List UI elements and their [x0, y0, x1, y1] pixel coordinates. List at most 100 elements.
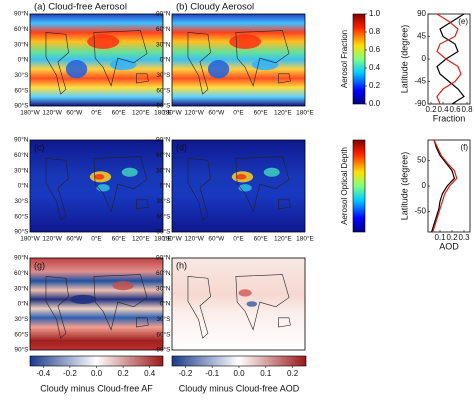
map-y-label: 30°S: [14, 315, 29, 323]
coastline: [45, 30, 149, 95]
map-x-label: 120°W: [42, 235, 62, 243]
map-y-label: 60°S: [14, 86, 29, 94]
map-x-label: 180°W: [162, 109, 182, 117]
coastline: [187, 30, 291, 95]
colorbar-tick-label: 0.0: [369, 99, 381, 108]
panel-title: (h): [176, 260, 187, 270]
map-y-label: 30°S: [156, 315, 171, 323]
x-tick-label: 0.3: [458, 233, 470, 242]
colorbar-tick-label: 0.0: [91, 369, 103, 378]
map-feature: [109, 59, 137, 71]
map-y-label: 60°S: [14, 330, 29, 338]
map-x-label: 60°E: [254, 235, 269, 243]
colorbar-tick-label: -0.2: [179, 369, 193, 378]
map-y-label: 60°N: [156, 151, 171, 159]
panel-title: (b) Cloudy Aerosol: [176, 2, 254, 13]
profile-line: [436, 13, 462, 105]
map-y-label: 0°N: [160, 56, 171, 64]
map-y-label: 30°N: [156, 166, 171, 174]
map-y-label: 90°N: [156, 254, 171, 262]
map-x-label: 0°E: [91, 109, 102, 117]
map-y-label: 60°S: [156, 330, 171, 338]
map-y-label: 60°N: [14, 25, 29, 33]
panel-title: (a) Cloud-free Aerosol: [34, 2, 127, 13]
map-x-label: 180°E: [296, 109, 314, 117]
map-feature: [93, 174, 105, 180]
map-x-label: 180°W: [162, 235, 182, 243]
map-y-label: 0°N: [160, 182, 171, 190]
map-y-label: 60°N: [156, 269, 171, 277]
map-feature: [251, 59, 279, 71]
map-x-label: 0°E: [91, 235, 102, 243]
map-y-label: 60°S: [156, 86, 171, 94]
map-y-label: 30°N: [14, 284, 29, 292]
map-x-label: 120°E: [274, 235, 292, 243]
map-frame: [29, 257, 164, 351]
map-frame: [171, 139, 306, 233]
y-tick-label: 0: [422, 54, 427, 63]
map-feature: [207, 59, 230, 79]
map-y-label: 0°N: [18, 56, 29, 64]
panel-title: (e): [458, 17, 468, 26]
y-axis-label: Latitude (degree): [399, 152, 409, 221]
map-x-label: 60°W: [66, 235, 83, 243]
map-y-label: 60°N: [14, 269, 29, 277]
x-tick-label: 0.4: [437, 105, 449, 114]
map-x-label: 180°E: [154, 235, 172, 243]
map-feature: [112, 281, 134, 291]
colorbar-label: Aerosol Optical Depth: [340, 147, 349, 225]
map-x-label: 120°E: [132, 235, 150, 243]
map-y-label: 30°S: [156, 197, 171, 205]
x-axis-label: Fraction: [433, 113, 466, 123]
panel-title: (d): [176, 142, 187, 152]
map-feature: [69, 294, 97, 304]
colorbar-tick-label: 0.4: [369, 63, 381, 72]
map-frame: [29, 139, 164, 233]
map-x-label: 180°W: [20, 235, 40, 243]
y-tick-label: -90: [414, 99, 426, 108]
map-feature: [246, 301, 258, 307]
x-tick-label: 0.1: [434, 233, 446, 242]
colorbar-label: Aerosol Fraction: [340, 30, 349, 88]
map-y-label: 30°N: [156, 40, 171, 48]
profile-line: [431, 139, 456, 233]
y-tick-label: -45: [414, 77, 426, 86]
map-y-label: 30°S: [156, 71, 171, 79]
y-tick-label: 90: [417, 9, 426, 18]
colorbar: [29, 355, 164, 367]
map-x-label: 180°W: [20, 109, 40, 117]
map-y-label: 90°N: [156, 10, 171, 18]
colorbar-tick-label: 1.0: [369, 9, 381, 18]
map-frame: [171, 13, 306, 107]
map-x-label: 120°W: [42, 109, 62, 117]
map-feature: [65, 59, 88, 79]
map-x-label: 0°E: [233, 109, 244, 117]
map-y-label: 90°N: [14, 136, 29, 144]
colorbar: [352, 139, 366, 233]
colorbar-tick-label: 0.8: [369, 27, 381, 36]
map-y-label: 30°N: [14, 40, 29, 48]
map-feature: [87, 34, 120, 49]
map-x-label: 120°W: [184, 235, 204, 243]
panel-title: (g): [34, 260, 45, 270]
x-axis-label: AOD: [439, 241, 459, 251]
map-frame: [171, 257, 306, 351]
map-y-label: 90°S: [14, 102, 29, 110]
panel-title: (c): [34, 142, 45, 152]
map-feature: [229, 34, 262, 49]
map-x-label: 60°W: [208, 235, 225, 243]
colorbar-tick-label: 0.6: [369, 45, 381, 54]
map-x-label: 120°E: [132, 109, 150, 117]
map-feature: [121, 167, 138, 177]
coastline: [45, 156, 149, 221]
map-y-label: 90°S: [14, 228, 29, 236]
colorbar-tick-label: 0.2: [369, 81, 381, 90]
map-y-label: 90°N: [156, 136, 171, 144]
map-feature: [235, 174, 247, 180]
colorbar-tick-label: 0.4: [144, 369, 156, 378]
x-tick-label: 0.2: [425, 105, 437, 114]
y-tick-label: 45: [417, 32, 426, 41]
colorbar-label: Cloudy minus Cloud-free AF: [40, 383, 153, 393]
panel-title: (f): [460, 143, 468, 152]
map-y-label: 90°N: [14, 10, 29, 18]
